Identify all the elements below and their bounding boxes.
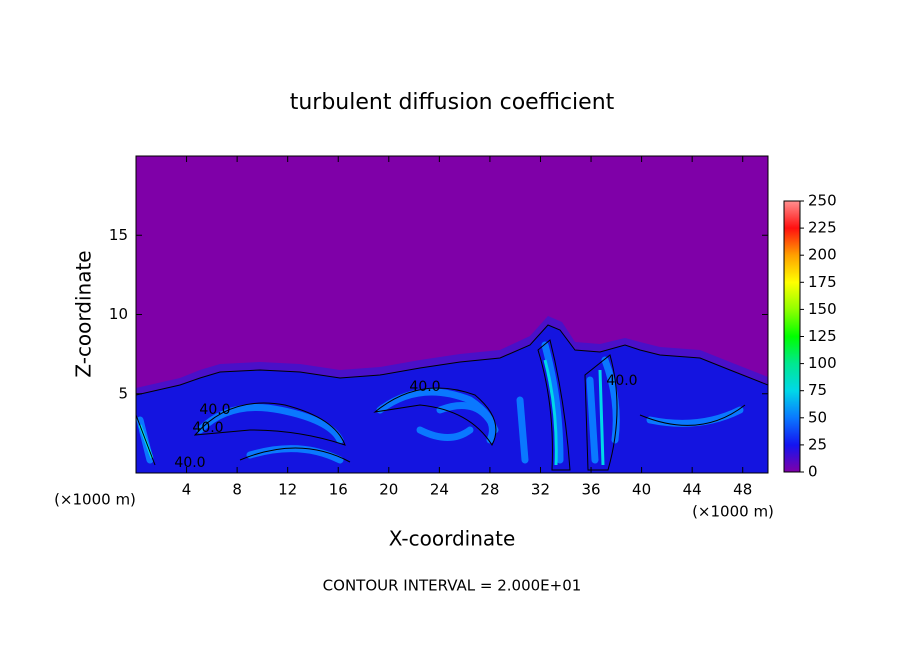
- colorbar-tick-label: 150: [808, 300, 837, 318]
- y-unit-label: (×1000 m): [54, 491, 136, 509]
- colorbar-tick-label: 100: [808, 354, 837, 372]
- x-tick-label: 16: [329, 481, 348, 499]
- colorbar-tick-label: 200: [808, 246, 837, 264]
- contour-label: 40.0: [192, 420, 223, 436]
- footnote: CONTOUR INTERVAL = 2.000E+01: [323, 577, 582, 595]
- y-tick-label: 10: [109, 305, 128, 323]
- x-tick-label: 40: [632, 481, 651, 499]
- x-tick-label: 36: [581, 481, 600, 499]
- x-tick-label: 20: [379, 481, 398, 499]
- colorbar-tick-label: 225: [808, 219, 837, 237]
- x-tick-label: 24: [430, 481, 449, 499]
- colorbar-tick-label: 125: [808, 327, 837, 345]
- field: [136, 156, 768, 473]
- contour-label: 40.0: [409, 379, 440, 395]
- colorbar-tick-label: 250: [808, 192, 837, 210]
- y-axis-label: Z-coordinate: [72, 250, 96, 377]
- x-unit-label: (×1000 m): [692, 503, 774, 521]
- x-tick-label: 28: [480, 481, 499, 499]
- colorbar-tick-label: 0: [808, 463, 818, 481]
- x-tick-label: 4: [182, 481, 192, 499]
- y-tick-label: 5: [118, 384, 128, 402]
- colorbar-tick-label: 50: [808, 408, 827, 426]
- x-tick-label: 8: [232, 481, 242, 499]
- chart-title: turbulent diffusion coefficient: [290, 90, 615, 115]
- colorbar-tick-label: 25: [808, 435, 827, 453]
- colorbar: [783, 200, 801, 473]
- y-tick-label: 15: [109, 226, 128, 244]
- x-axis-label: X-coordinate: [389, 527, 516, 551]
- colorbar-tick-label: 75: [808, 381, 827, 399]
- contour-label: 40.0: [174, 455, 205, 471]
- x-tick-label: 48: [733, 481, 752, 499]
- contour-label: 40.0: [606, 373, 637, 389]
- x-tick-label: 12: [278, 481, 297, 499]
- contour-label: 40.0: [199, 402, 230, 418]
- colorbar-tick-label: 175: [808, 273, 837, 291]
- x-tick-label: 32: [531, 481, 550, 499]
- x-tick-label: 44: [683, 481, 702, 499]
